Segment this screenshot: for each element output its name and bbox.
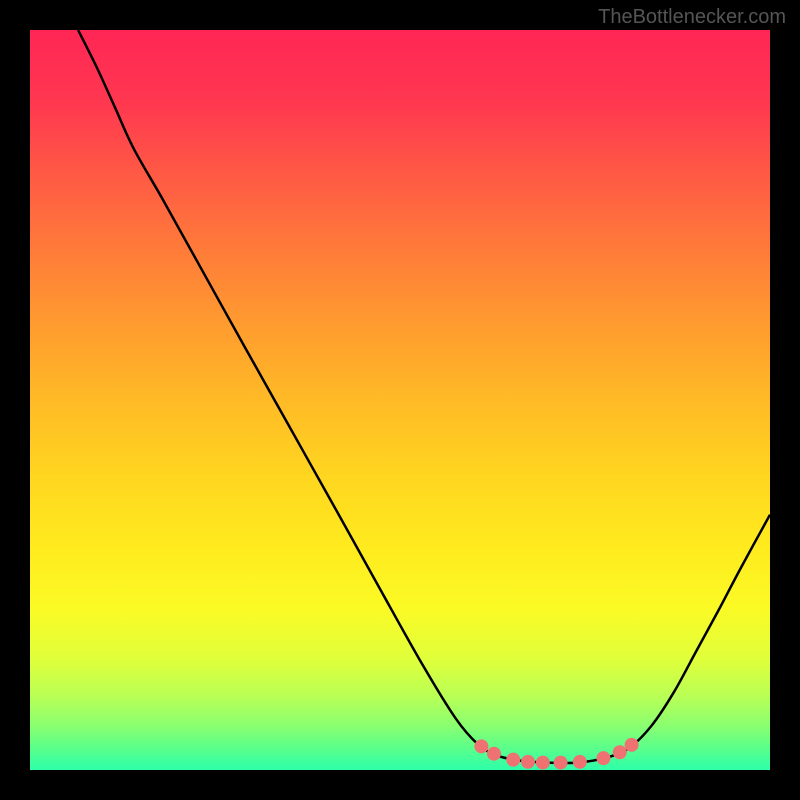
watermark-text: TheBottlenecker.com bbox=[598, 6, 786, 29]
optimal-marker bbox=[625, 738, 639, 752]
optimal-marker bbox=[521, 755, 535, 769]
chart-background bbox=[30, 30, 770, 770]
optimal-marker bbox=[536, 756, 550, 770]
optimal-marker bbox=[554, 756, 568, 770]
optimal-marker bbox=[573, 755, 587, 769]
optimal-marker bbox=[613, 745, 627, 759]
chart-container bbox=[30, 30, 770, 770]
optimal-marker bbox=[474, 739, 488, 753]
optimal-marker bbox=[487, 747, 501, 761]
bottleneck-chart bbox=[30, 30, 770, 770]
optimal-marker bbox=[597, 751, 611, 765]
optimal-marker bbox=[506, 753, 520, 767]
